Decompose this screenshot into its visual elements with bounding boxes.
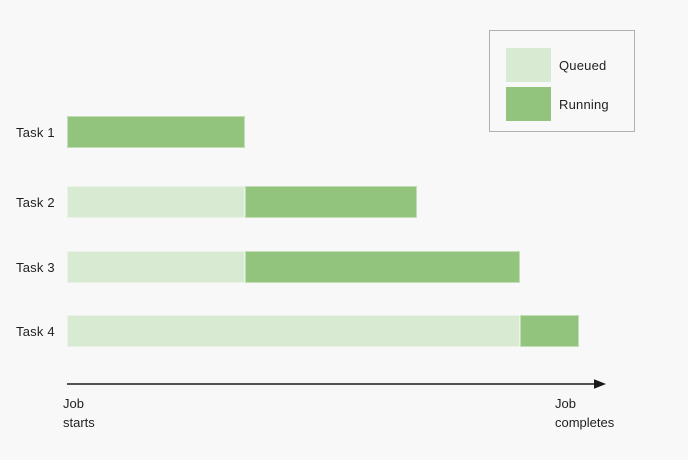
bar-segment-queued: [67, 315, 520, 347]
bar-segment-queued: [67, 186, 245, 218]
task-row: Task 2: [0, 186, 688, 218]
task-row: Task 4: [0, 315, 688, 347]
bar-segment-running: [519, 315, 580, 347]
bar-segment-queued: [67, 251, 245, 283]
legend-item-running: Running: [506, 87, 626, 121]
task-label: Task 2: [16, 194, 55, 210]
task-label: Task 4: [16, 323, 55, 339]
legend-label-queued: Queued: [559, 57, 607, 73]
legend: Queued Running: [489, 30, 635, 132]
task-track: [67, 186, 606, 218]
bar-segment-running: [244, 186, 418, 218]
task-track: [67, 251, 606, 283]
arrowhead-icon: [594, 379, 606, 389]
task-label: Task 3: [16, 259, 55, 275]
task-track: [67, 315, 606, 347]
bar-segment-running: [67, 116, 245, 148]
axis-end-label: Job completes: [555, 396, 615, 430]
queued-swatch: [506, 48, 551, 82]
task-row: Task 3: [0, 251, 688, 283]
task-label: Task 1: [16, 124, 55, 140]
task-track: [67, 116, 606, 148]
task-row: Task 1: [0, 116, 688, 148]
axis-start-label: Job starts: [63, 396, 95, 430]
x-axis-arrow: [67, 379, 606, 389]
legend-label-running: Running: [559, 96, 609, 112]
bar-segment-running: [244, 251, 520, 283]
running-swatch: [506, 87, 551, 121]
legend-item-queued: Queued: [506, 48, 626, 82]
